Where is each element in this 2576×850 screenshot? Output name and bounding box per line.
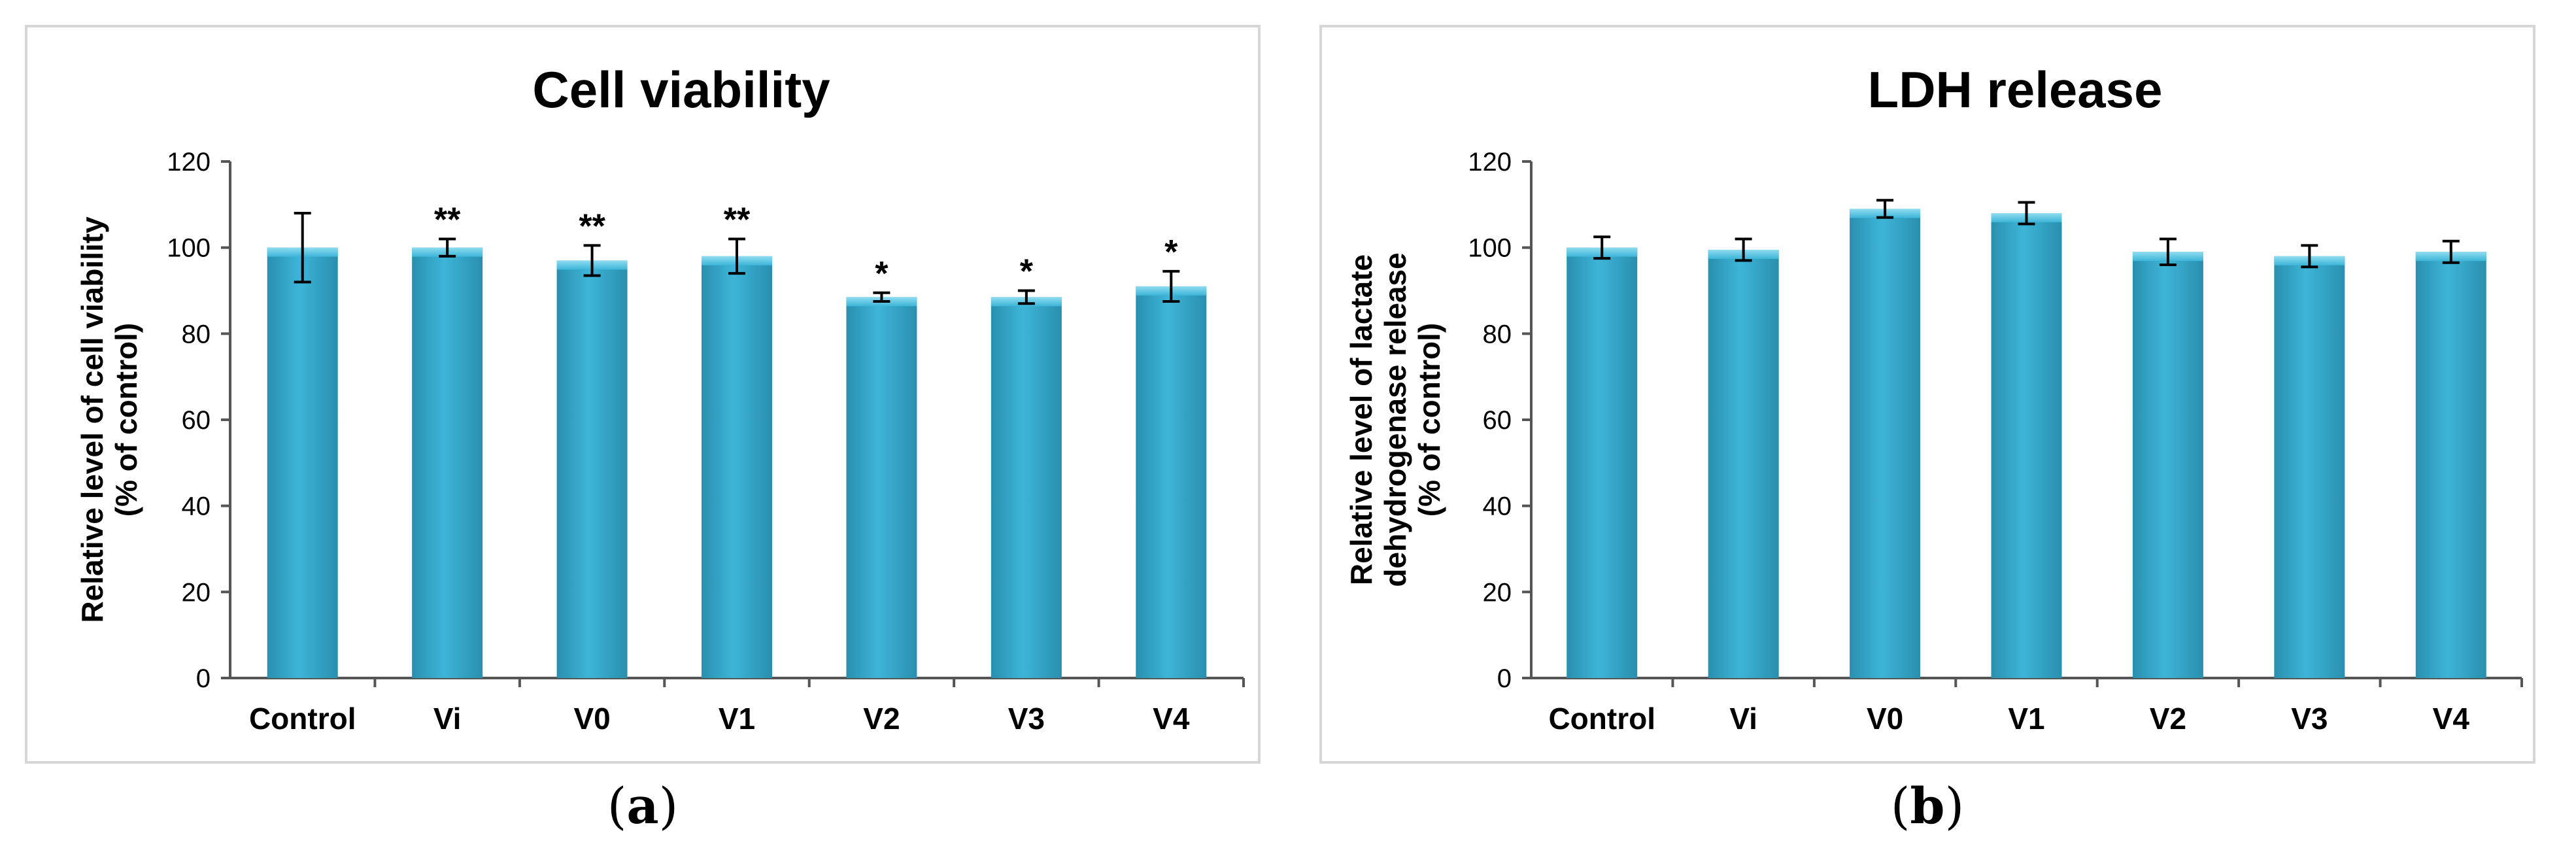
x-tick-label: V3 — [2291, 702, 2328, 736]
significance-marker: * — [1164, 233, 1178, 271]
y-axis-label-line: Relative level of lactate — [1344, 254, 1378, 585]
y-axis-label-line: Relative level of cell viability — [75, 216, 109, 623]
y-tick-label: 80 — [182, 320, 211, 348]
x-tick-label: V0 — [573, 702, 610, 736]
y-tick-label: 40 — [1483, 492, 1512, 521]
bar-vi — [412, 247, 483, 679]
caption-b: (b) — [1890, 777, 1965, 835]
significance-marker: * — [875, 255, 889, 293]
y-tick-label: 80 — [1483, 320, 1512, 348]
y-tick-label: 120 — [167, 148, 211, 177]
bar-v4 — [1136, 286, 1207, 679]
bar-v2 — [846, 297, 917, 678]
chart-title: LDH release — [1868, 61, 2163, 118]
bar-control — [267, 247, 338, 679]
x-tick-label: Control — [1548, 702, 1655, 736]
x-tick-label: V2 — [863, 702, 900, 736]
chart-panel-a: Cell viability Relative level of cell via… — [25, 25, 1261, 764]
bar-v1 — [702, 256, 772, 678]
y-tick-label: 0 — [196, 664, 211, 693]
bar-vi — [1708, 249, 1779, 678]
x-tick-label: V1 — [2008, 702, 2044, 736]
bar-v0 — [1850, 209, 1921, 679]
significance-marker: ** — [579, 207, 605, 245]
x-tick-label: V3 — [1008, 702, 1045, 736]
y-tick-label: 100 — [167, 234, 211, 263]
y-axis-label-line: dehydrogenase release — [1378, 252, 1412, 586]
cell-viability-chart: Cell viability Relative level of cell via… — [75, 61, 1245, 736]
ldh-release-chart: LDH release Relative level of lactate dehy… — [1344, 61, 2523, 736]
y-tick-label: 0 — [1497, 664, 1512, 693]
significance-marker: * — [1020, 253, 1034, 291]
caption-b-letter: b — [1910, 777, 1945, 835]
bar-v3 — [2274, 256, 2345, 678]
x-tick-label: V4 — [2433, 702, 2470, 736]
x-tick-label: Vi — [433, 702, 462, 736]
bar-v3 — [991, 297, 1062, 678]
significance-marker: ** — [434, 201, 461, 239]
y-tick-label: 20 — [1483, 578, 1512, 607]
bar-v4 — [2415, 252, 2486, 678]
bar-v1 — [1991, 213, 2062, 678]
y-axis-label-line: (% of control) — [109, 323, 143, 517]
y-tick-label: 20 — [182, 578, 211, 607]
x-tick-label: V1 — [719, 702, 755, 736]
chart-panel-b: LDH release Relative level of lactate dehy… — [1319, 25, 2535, 764]
y-axis-label-line: (% of control) — [1412, 323, 1446, 517]
x-tick-label: Vi — [1729, 702, 1757, 736]
x-tick-label: Control — [249, 702, 356, 736]
significance-marker: ** — [724, 201, 751, 239]
x-tick-label: V2 — [2150, 702, 2186, 736]
y-tick-label: 120 — [1468, 148, 1512, 177]
y-tick-label: 60 — [1483, 406, 1512, 435]
chart-title: Cell viability — [532, 61, 830, 118]
bar-v2 — [2132, 252, 2203, 678]
x-tick-label: V4 — [1153, 702, 1190, 736]
y-tick-label: 60 — [182, 406, 211, 435]
y-tick-label: 100 — [1468, 234, 1512, 263]
bar-control — [1567, 247, 1638, 679]
caption-a: (a) — [607, 777, 679, 835]
bar-v0 — [556, 260, 628, 679]
y-tick-label: 40 — [182, 492, 211, 521]
caption-a-letter: a — [626, 777, 659, 835]
x-tick-label: V0 — [1867, 702, 1903, 736]
